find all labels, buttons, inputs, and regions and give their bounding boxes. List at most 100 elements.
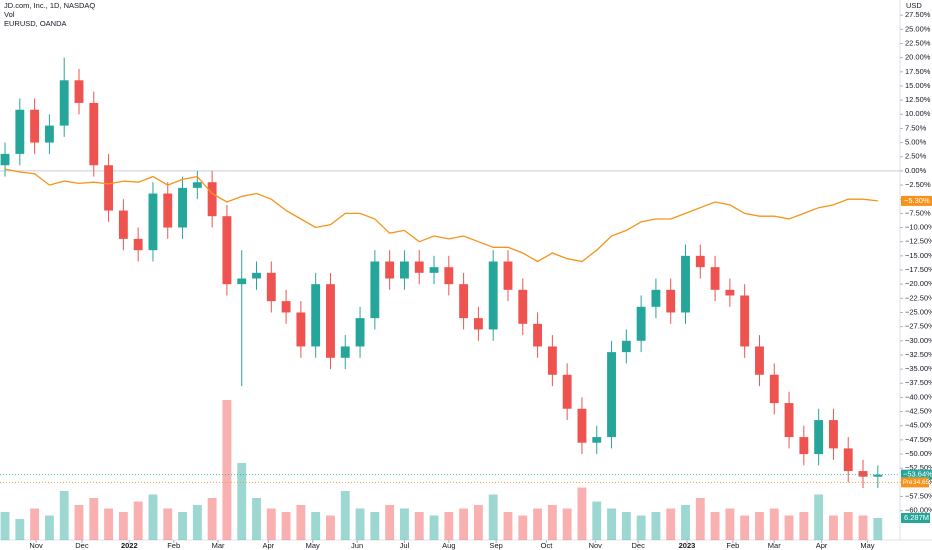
candle-body — [311, 284, 321, 347]
candle-body — [0, 153, 10, 166]
volume-bar — [0, 512, 10, 540]
volume-bar — [44, 515, 54, 540]
y-tick-label: −37.50% — [905, 378, 932, 387]
x-tick-label: Jul — [400, 541, 410, 550]
volume-bar — [237, 463, 247, 540]
volume-bar — [533, 508, 543, 540]
candle-body — [740, 295, 750, 347]
volume-bar — [636, 515, 646, 540]
candle-body — [858, 471, 868, 477]
y-tick-label: 7.50% — [905, 123, 927, 132]
y-tick-label: −50.00% — [905, 449, 932, 458]
candle-body — [636, 306, 646, 341]
volume-bar — [192, 505, 202, 540]
candle-body — [266, 272, 276, 302]
x-tick-label: Mar — [212, 541, 225, 550]
volume-bar — [740, 515, 750, 540]
volume-badge — [901, 512, 930, 523]
volume-bar — [562, 508, 572, 540]
candle-body — [873, 474, 883, 477]
candle-body — [414, 261, 424, 273]
x-tick-label: Apr — [816, 541, 828, 550]
candle-body — [429, 267, 439, 273]
candle-body — [666, 289, 676, 313]
candle-body — [784, 403, 794, 438]
y-tick-label: 12.50% — [905, 95, 931, 104]
y-tick-label: −45.00% — [905, 421, 932, 430]
candle-body — [296, 312, 306, 347]
candle-body — [15, 109, 25, 154]
volume-bar — [104, 508, 114, 540]
volume-bar — [473, 505, 483, 540]
volume-bar — [355, 508, 365, 540]
volume-bar — [252, 498, 261, 540]
candle-body — [281, 301, 291, 313]
x-tick-label: Nov — [29, 541, 43, 550]
compare-title: EURUSD, OANDA — [4, 19, 67, 28]
y-tick-label: −40.00% — [905, 392, 932, 401]
y-tick-label: −27.50% — [905, 322, 932, 331]
volume-bar — [503, 512, 513, 540]
candle-body — [459, 284, 469, 319]
y-tick-label: −20.00% — [905, 279, 932, 288]
y-tick-label: 15.00% — [905, 81, 931, 90]
candle-body — [44, 125, 54, 143]
y-tick-label: 5.00% — [905, 138, 927, 147]
premarket-badge — [901, 477, 929, 488]
volume-bar — [577, 487, 587, 540]
x-tick-label: Oct — [541, 541, 554, 550]
volume-bar — [429, 515, 439, 540]
volume-bar — [118, 512, 128, 540]
candle-body — [607, 352, 616, 438]
volume-bar — [15, 519, 25, 540]
candle-body — [710, 267, 720, 290]
volume-bar — [518, 515, 528, 540]
candle-body — [695, 255, 705, 268]
y-tick-label: 27.50% — [905, 10, 931, 19]
volume-bar — [311, 512, 321, 540]
candle-body — [533, 323, 543, 347]
volume-title: Vol — [4, 10, 15, 19]
candle-body — [473, 318, 483, 330]
volume-bar — [488, 494, 498, 540]
volume-bar — [858, 515, 868, 540]
y-tick-label: −25.00% — [905, 307, 932, 316]
candle-body — [133, 238, 143, 251]
x-tick-label: Feb — [726, 541, 739, 550]
volume-bar — [799, 512, 809, 540]
volume-bar — [621, 512, 631, 540]
volume-bar — [400, 508, 409, 540]
candle-body — [118, 210, 128, 239]
y-tick-label: −7.50% — [905, 208, 931, 217]
volume-bar — [207, 498, 217, 540]
candle-body — [89, 102, 99, 166]
volume-bar — [769, 508, 779, 540]
candle-body — [326, 284, 335, 358]
candle-body — [355, 318, 365, 347]
volume-label: 6.287M — [904, 513, 929, 522]
y-tick-label: 2.50% — [905, 152, 927, 161]
last-value-badge — [901, 195, 932, 206]
volume-bar — [340, 491, 350, 540]
volume-bar — [695, 498, 705, 540]
candle-body — [843, 448, 853, 472]
candle-body — [488, 261, 498, 330]
candle-body — [30, 109, 40, 143]
y-tick-label: 10.00% — [905, 109, 931, 118]
candle-body — [755, 346, 764, 375]
last-value-label: −5.30% — [904, 196, 930, 205]
volume-bar — [755, 512, 764, 540]
y-tick-label: −17.50% — [905, 265, 932, 274]
x-tick-label: Sep — [489, 541, 502, 550]
y-tick-label: 20.00% — [905, 53, 931, 62]
x-tick-label: 2023 — [679, 541, 696, 550]
candle-body — [252, 272, 261, 279]
volume-bar — [222, 400, 232, 540]
volume-bar — [828, 515, 838, 540]
compare-line — [4, 168, 878, 263]
candle-body — [799, 437, 809, 455]
volume-bar — [710, 512, 720, 540]
x-tick-label: Apr — [263, 541, 275, 550]
